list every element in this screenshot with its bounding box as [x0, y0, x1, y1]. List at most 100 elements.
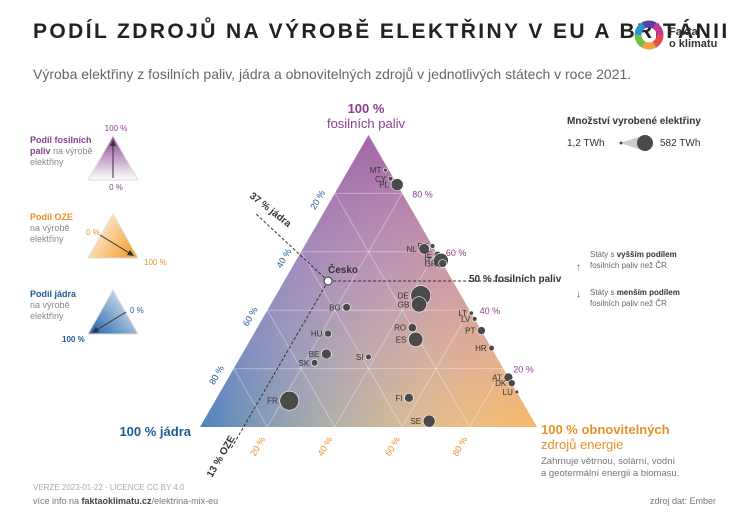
key-nuclear-title-3: elektřiny: [30, 311, 64, 321]
guide-renewable-line: [230, 280, 329, 450]
fossil-guide-label: 50 % fosilních paliv: [469, 274, 562, 285]
footer-more-link[interactable]: faktaoklimatu.cz: [81, 496, 152, 506]
renewable-vertex-label-2: zdrojů energie: [541, 437, 623, 452]
point-label-si: SI: [356, 353, 364, 362]
point-label-es: ES: [396, 335, 407, 344]
point-label-cy: CY: [375, 175, 387, 184]
point-lv: [471, 316, 478, 322]
tick-renewable-40: 40 %: [316, 435, 335, 458]
above-note-1: Státy s vyšším podílem: [590, 250, 677, 259]
point-label-at: AT: [492, 373, 502, 382]
key-renewable-triangle: [87, 212, 139, 259]
point-label-mt: MT: [370, 166, 382, 175]
size-legend-small-dot: [619, 141, 623, 145]
point-cy: [387, 176, 393, 182]
size-legend-min: 1,2 TWh: [567, 138, 605, 149]
key-nuclear-arrowhead: [92, 327, 99, 333]
point-ro: [407, 323, 417, 333]
point-label-bg: BG: [329, 303, 341, 312]
point-label-lv: LV: [461, 315, 471, 324]
tick-fossil-60: 60 %: [446, 248, 467, 258]
nuclear-guide-label: 37 % jádra: [247, 191, 293, 230]
tick-nuclear-80: 80 %: [207, 364, 226, 387]
logo-line1: Fakta: [669, 26, 698, 38]
point-gr: [438, 259, 447, 268]
renewable-vertex-label-1: 100 % obnovitelných: [541, 422, 670, 437]
tick-renewable-20: 20 %: [248, 435, 267, 458]
guide-nuclear-line: [255, 213, 329, 282]
size-legend-big-dot: [637, 135, 653, 151]
point-hu: [324, 329, 332, 338]
point-pl: [390, 178, 404, 192]
key-fossil-title-1: Podíl fosilních: [30, 135, 92, 145]
page-subtitle: Výroba elektřiny z fosilních paliv, jádr…: [33, 66, 632, 82]
tick-fossil-40: 40 %: [480, 306, 501, 316]
above-note-prefix: Státy s: [590, 250, 617, 259]
key-renewable: 0 % 100 % Podíl OZE na výrobě elektřiny: [30, 212, 167, 267]
point-sk: [310, 359, 319, 367]
point-label-it: IT: [424, 257, 431, 266]
key-fossil-title-2b: na výrobě: [51, 146, 93, 156]
tick-fossil-20: 20 %: [513, 365, 534, 375]
key-fossil-title-2: paliv na výrobě: [30, 146, 93, 156]
point-se: [422, 414, 436, 428]
renewable-note-2: a geotermální energii a biomasu.: [541, 468, 679, 479]
cz-label: Česko: [328, 263, 358, 276]
key-renewable-title-2: na výrobě: [30, 223, 70, 233]
point-hr: [488, 345, 495, 352]
key-fossil-top: 100 %: [105, 124, 128, 133]
key-nuclear-end: 100 %: [62, 335, 85, 344]
point-label-de: DE: [398, 292, 409, 301]
down-arrow-icon: ↓: [576, 289, 581, 300]
renewable-guide-label: 13 % OZE: [205, 434, 238, 480]
key-renewable-end: 100 %: [144, 258, 167, 267]
page-title: PODÍL ZDROJŮ NA VÝROBĚ ELEKTŘINY V EU A …: [33, 20, 730, 43]
point-label-pl: PL: [379, 181, 389, 190]
grid-line-nuclear-20: [334, 193, 471, 428]
point-lt: [468, 310, 474, 316]
key-fossil-title-2a: paliv: [30, 146, 51, 156]
point-label-lt: LT: [458, 309, 467, 318]
tick-renewable-80: 80 %: [450, 435, 469, 458]
point-dk: [507, 379, 516, 388]
tick-nuclear-40: 40 %: [275, 247, 294, 270]
footer-more-info: více info na faktaoklimatu.cz/elektrina-…: [33, 496, 218, 506]
key-nuclear-start: 0 %: [130, 306, 144, 315]
point-bg: [342, 303, 351, 312]
point-cz: [323, 276, 333, 286]
key-nuclear: 0 % 100 % Podíl jádra na výrobě elektřin…: [30, 288, 144, 344]
below-note-1: Státy s menším podílem: [590, 288, 680, 297]
key-renewable-arrowhead: [127, 250, 134, 256]
grid-line-renewable-20: [266, 193, 403, 428]
key-fossil: 100 % 0 % Podíl fosilních paliv na výrob…: [30, 124, 139, 192]
point-label-gb: GB: [398, 300, 410, 309]
logo-line2: o klimatu: [669, 38, 718, 50]
point-label-sk: SK: [299, 359, 310, 368]
point-label-ie: IE: [425, 251, 433, 260]
key-fossil-title-3: elektřiny: [30, 157, 64, 167]
tick-renewable-60: 60 %: [383, 435, 402, 458]
below-note-prefix: Státy s: [590, 288, 617, 297]
size-legend-max: 582 TWh: [660, 138, 700, 149]
point-label-fi: FI: [395, 394, 402, 403]
key-renewable-title-1: Podíl OZE: [30, 212, 73, 222]
tick-nuclear-60: 60 %: [241, 305, 260, 328]
point-label-lu: LU: [503, 388, 513, 397]
point-ee: [429, 243, 436, 249]
size-legend-title: Množství vyrobené elektřiny: [567, 116, 701, 127]
footer-version: VERZE 2023-01-22 · LICENCE CC BY 4.0: [33, 483, 185, 492]
point-label-gr: GR: [425, 259, 437, 268]
point-label-ro: RO: [394, 324, 406, 333]
point-label-be: BE: [309, 350, 320, 359]
point-si: [365, 353, 372, 361]
footer-more-suffix: /elektrina-mix-eu: [151, 496, 219, 506]
key-renewable-start: 0 %: [86, 228, 100, 237]
point-label-se: SE: [410, 417, 421, 426]
fossil-vertex-label-1: 100 %: [348, 101, 385, 116]
tick-nuclear-20: 20 %: [308, 188, 327, 211]
point-label-hu: HU: [311, 330, 323, 339]
key-nuclear-title-1: Podíl jádra: [30, 289, 77, 299]
point-label-nl: NL: [407, 245, 418, 254]
point-fi: [404, 393, 414, 403]
logo-icon: [634, 20, 664, 50]
